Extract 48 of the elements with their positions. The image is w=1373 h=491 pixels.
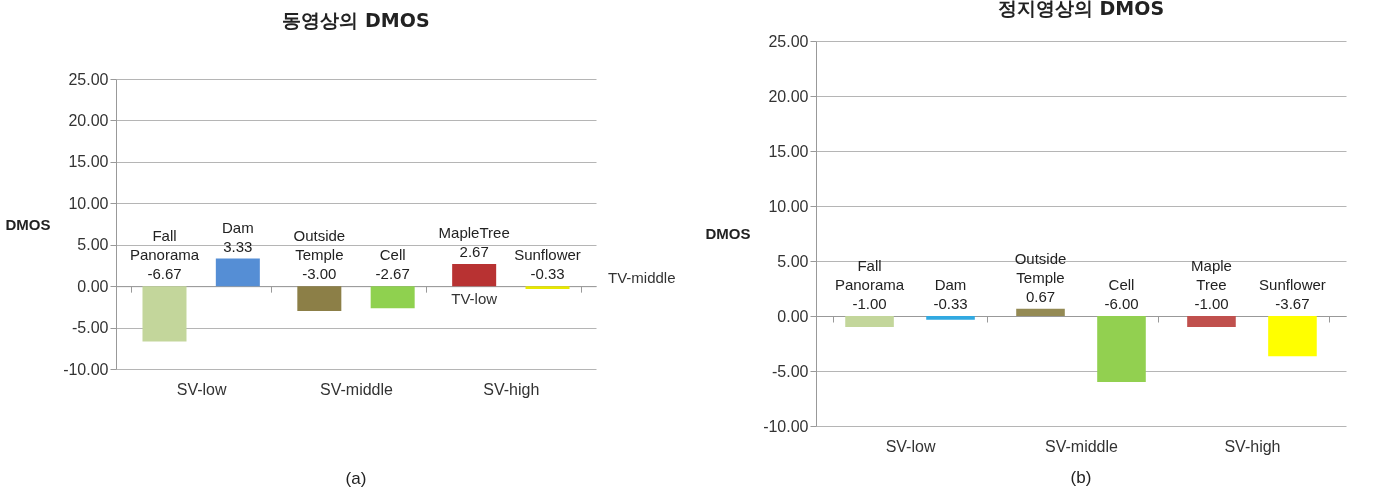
- bar: [452, 264, 497, 287]
- y-tick-label: 0.00: [77, 277, 109, 295]
- x-tick-label: SV-middle: [1045, 437, 1119, 455]
- bar: [297, 286, 342, 311]
- y-tick-label: 15.00: [68, 153, 109, 171]
- y-tick-label: -10.00: [763, 417, 809, 435]
- data-label: MapleTree 2.67: [438, 224, 510, 261]
- bar: [215, 258, 260, 287]
- y-tick-label: 10.00: [768, 197, 809, 215]
- bar: [525, 286, 570, 289]
- x-tick-label: SV-low: [176, 380, 228, 398]
- data-label: Dam -0.33: [933, 276, 968, 312]
- data-label: Outside Temple -3.00: [293, 227, 346, 283]
- data-label: Maple Tree -1.00: [1191, 257, 1232, 312]
- y-axis-title: DMOS: [5, 215, 51, 233]
- text: TV-middle: [608, 269, 676, 287]
- series-label: TV-low: [451, 290, 498, 308]
- y-tick-label: 5.00: [77, 236, 109, 254]
- y-tick-label: 25.00: [768, 32, 809, 50]
- y-tick-label: 20.00: [68, 111, 109, 129]
- text: (a): [345, 469, 367, 488]
- y-tick-label: -5.00: [772, 362, 809, 380]
- chart-title: 동영상의 DMOS: [282, 9, 430, 31]
- x-tick-label: SV-high: [1224, 437, 1281, 455]
- y-tick-label: 10.00: [68, 194, 109, 212]
- y-tick-label: 25.00: [68, 70, 109, 88]
- data-label: Sunflower -0.33: [514, 246, 581, 283]
- y-tick-label: 15.00: [768, 142, 809, 160]
- y-tick-label: -10.00: [63, 360, 109, 378]
- text: (b): [1070, 468, 1092, 487]
- y-axis-title: DMOS: [705, 225, 751, 242]
- bar: [370, 286, 415, 309]
- data-label: Fall Panorama -1.00: [834, 257, 905, 312]
- data-label: Cell -2.67: [375, 246, 410, 283]
- x-tick-label: SV-high: [483, 380, 540, 398]
- data-label: Outside Temple 0.67: [1014, 249, 1067, 305]
- y-tick-label: 5.00: [777, 252, 809, 270]
- y-tick-label: 20.00: [768, 87, 809, 105]
- data-label: Fall Panorama -6.67: [129, 227, 200, 283]
- x-tick-label: SV-middle: [320, 380, 394, 398]
- data-label: Cell -6.00: [1104, 276, 1139, 312]
- chart-title: 정지영상의 DMOS: [997, 0, 1165, 19]
- data-label: Sunflower -3.67: [1259, 276, 1326, 312]
- x-tick-label: SV-low: [885, 437, 936, 455]
- data-label: Dam 3.33: [222, 218, 254, 255]
- y-tick-label: 0.00: [777, 307, 809, 325]
- bar: [142, 286, 187, 342]
- y-tick-label: -5.00: [72, 319, 109, 337]
